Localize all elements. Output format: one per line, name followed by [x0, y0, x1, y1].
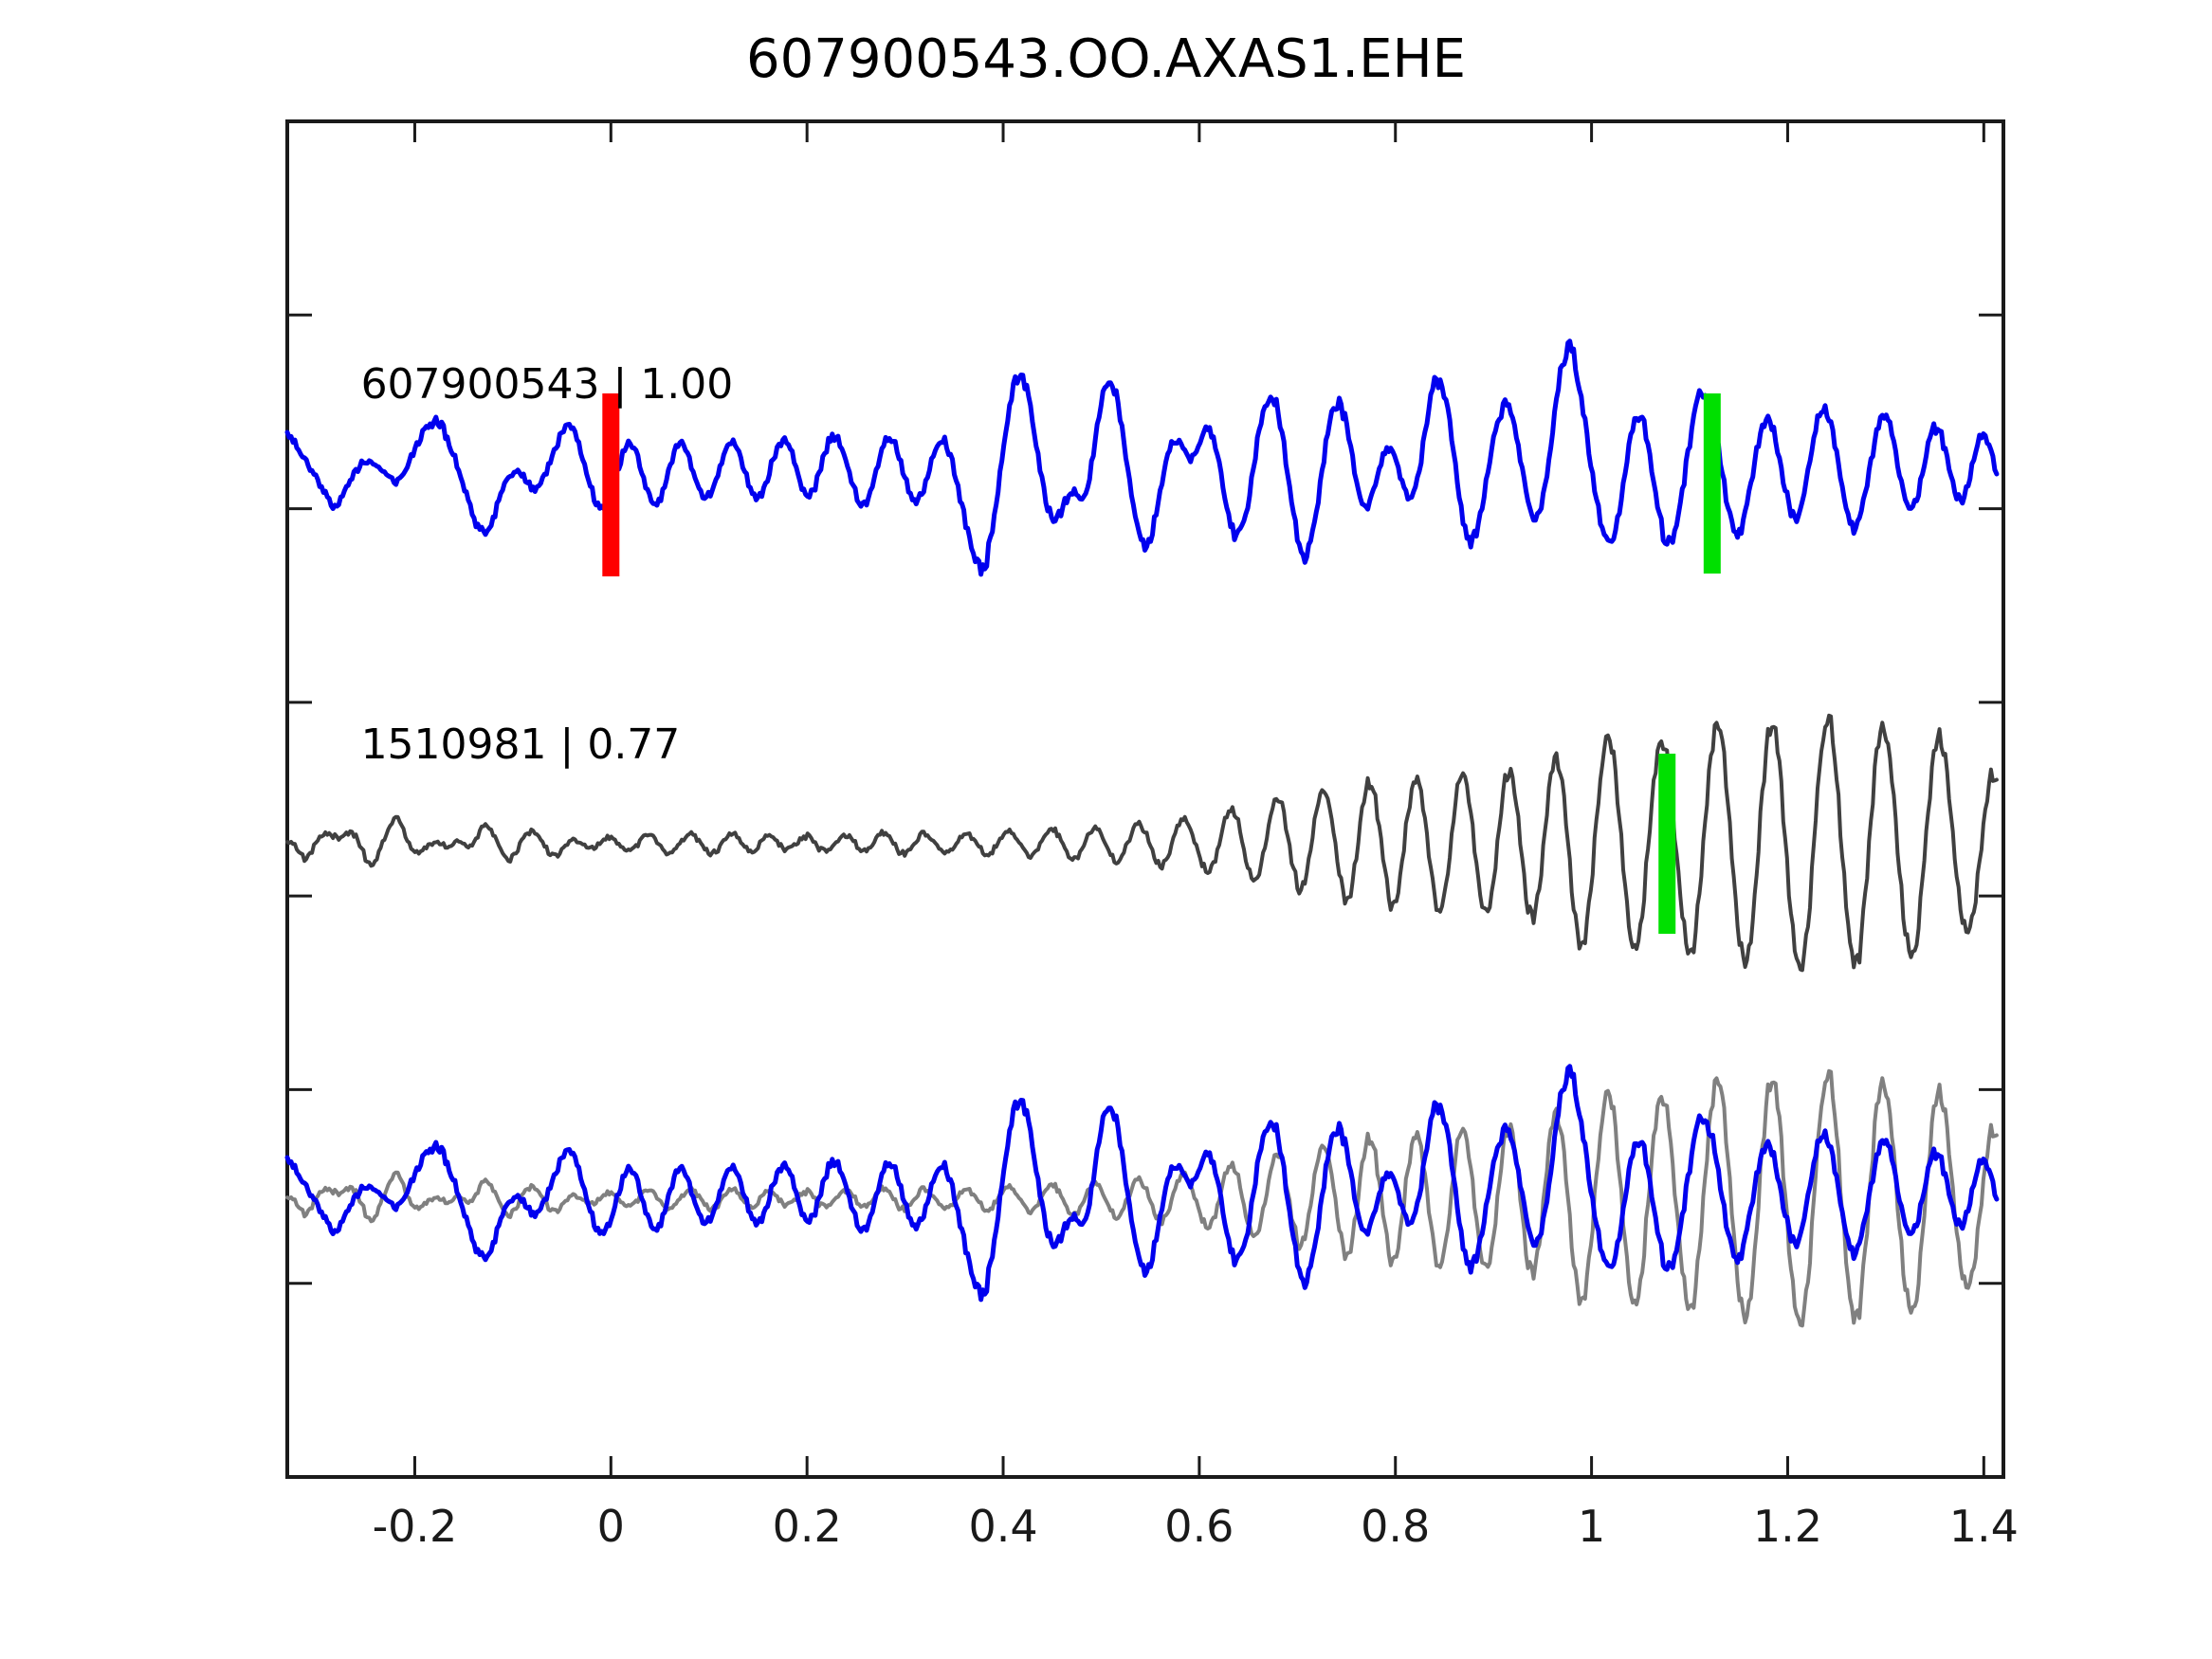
template-s-pick: [1703, 393, 1721, 574]
template-trace-label: 607900543 | 1.00: [361, 360, 734, 409]
x-tick-label: 1: [1578, 1501, 1605, 1552]
x-tick-label: 0.4: [968, 1501, 1037, 1552]
x-tick-label: 0.8: [1361, 1501, 1430, 1552]
axis-frame: [285, 119, 2005, 1479]
x-tick-label: 0.6: [1164, 1501, 1234, 1552]
x-axis-tick-labels: -0.2 0 0.2 0.4 0.6 0.8 1 1.2 1.4: [373, 1501, 2019, 1552]
x-tick-label: 0.2: [773, 1501, 842, 1552]
y-axis-ticks: [287, 313, 2003, 1285]
detection-trace: [285, 713, 1999, 973]
x-tick-label: 1.2: [1753, 1501, 1822, 1552]
waveform-traces: [284, 338, 2000, 1328]
x-axis-ticks: [412, 121, 1985, 1477]
overlay-blue-trace: [284, 1064, 2000, 1303]
detection-s-pick: [1658, 754, 1676, 934]
overlay-gray-trace: [285, 1068, 1999, 1328]
template-p-pick: [602, 393, 620, 576]
detection-trace-label: 1510981 | 0.77: [361, 720, 681, 769]
phase-pick-markers: [602, 393, 1721, 934]
x-tick-label: 0: [597, 1501, 625, 1552]
x-tick-label: -0.2: [373, 1501, 458, 1552]
x-tick-label: 1.4: [1949, 1501, 2019, 1552]
page-title: 607900543.OO.AXAS1.EHE: [746, 28, 1466, 90]
